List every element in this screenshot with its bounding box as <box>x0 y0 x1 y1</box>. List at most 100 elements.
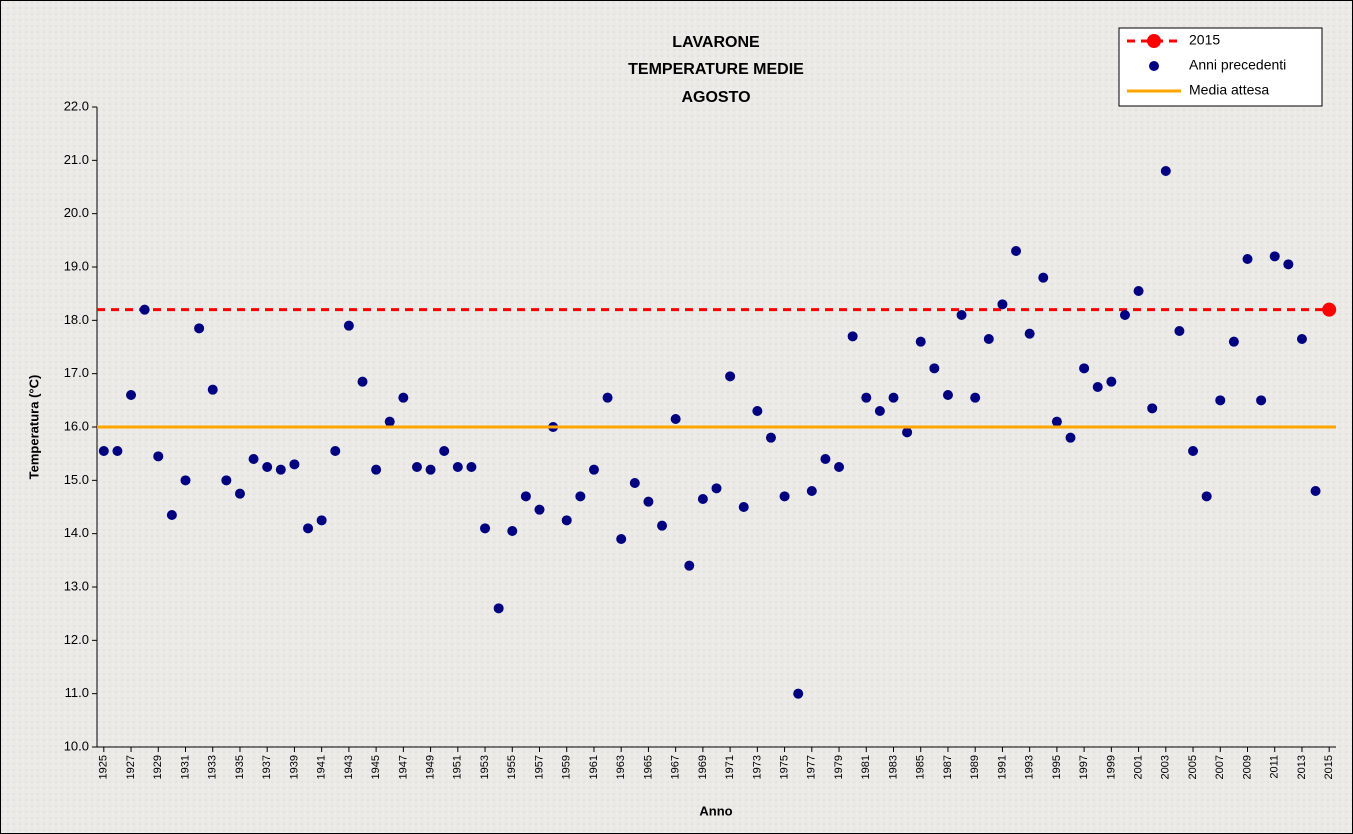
x-tick-label: 1999 <box>1105 755 1117 779</box>
point <box>1296 334 1307 344</box>
point <box>752 406 763 416</box>
point <box>493 603 504 614</box>
x-tick-label: 1939 <box>288 755 300 779</box>
point <box>983 334 994 344</box>
x-tick-label: 1953 <box>479 755 491 779</box>
point <box>793 688 804 699</box>
point <box>997 299 1008 310</box>
point <box>942 390 953 400</box>
y-tick-label: 18.0 <box>64 312 89 327</box>
point <box>725 371 736 382</box>
point <box>275 464 286 475</box>
point <box>834 462 845 472</box>
point <box>1269 251 1280 262</box>
point <box>902 427 913 438</box>
point <box>248 454 259 464</box>
x-tick-label: 1997 <box>1078 755 1090 779</box>
point <box>1215 395 1226 406</box>
point <box>1310 486 1321 496</box>
point <box>112 446 123 456</box>
legend-label: 2015 <box>1189 32 1220 48</box>
point <box>126 390 137 400</box>
point <box>602 392 613 403</box>
point <box>929 363 940 374</box>
point <box>915 336 926 347</box>
x-tick-label: 1935 <box>234 755 246 779</box>
point <box>1283 259 1294 270</box>
legend-label: Anni precedenti <box>1189 57 1286 73</box>
x-tick-label: 1947 <box>397 755 409 779</box>
point <box>1024 328 1035 339</box>
x-tick-label: 1995 <box>1051 755 1063 779</box>
y-tick-label: 14.0 <box>64 525 89 540</box>
point <box>820 454 831 464</box>
x-tick-label: 1993 <box>1024 755 1036 779</box>
y-tick-label: 21.0 <box>64 152 89 167</box>
x-tick-label: 2011 <box>1269 755 1281 779</box>
legend-label: Media attesa <box>1189 82 1269 98</box>
x-tick-label: 1951 <box>452 755 464 779</box>
y-tick-label: 11.0 <box>65 685 89 700</box>
y-axis-label: Temperatura (°C) <box>26 375 41 480</box>
point <box>1147 403 1158 414</box>
y-tick-label: 10.0 <box>64 738 89 753</box>
point <box>629 478 640 488</box>
point <box>1160 166 1171 176</box>
y-tick-label: 16.0 <box>64 418 89 433</box>
chart-title: TEMPERATURE MEDIE <box>628 61 804 78</box>
point <box>398 392 409 403</box>
x-tick-label: 1991 <box>996 755 1008 779</box>
point <box>343 320 354 331</box>
x-tick-label: 1943 <box>343 755 355 779</box>
point <box>303 523 314 534</box>
point <box>357 376 368 387</box>
point <box>139 304 150 315</box>
point <box>970 392 981 403</box>
x-tick-label: 1963 <box>615 755 627 779</box>
point <box>1119 310 1130 320</box>
point <box>289 459 300 470</box>
x-tick-label: 1977 <box>806 755 818 779</box>
point <box>1106 376 1117 387</box>
point <box>520 491 531 502</box>
x-tick-label: 1975 <box>778 755 790 779</box>
x-tick-label: 1961 <box>588 755 600 779</box>
point <box>1174 326 1185 336</box>
point <box>956 310 967 320</box>
legend-swatch <box>1149 61 1159 71</box>
x-tick-label: 1931 <box>179 755 191 779</box>
point <box>1228 336 1239 347</box>
point <box>711 483 722 494</box>
x-tick-label: 1985 <box>915 755 927 779</box>
x-tick-label: 1979 <box>833 755 845 779</box>
x-tick-label: 1945 <box>370 755 382 779</box>
x-tick-label: 1955 <box>506 755 518 779</box>
x-tick-label: 1965 <box>642 755 654 779</box>
x-tick-label: 1927 <box>125 755 137 779</box>
point <box>1242 254 1253 264</box>
point <box>575 491 586 502</box>
x-tick-label: 1929 <box>152 755 164 779</box>
point <box>221 475 232 486</box>
point <box>507 526 518 536</box>
x-tick-label: 2009 <box>1241 755 1253 779</box>
y-tick-label: 17.0 <box>64 365 89 380</box>
point <box>1256 395 1267 406</box>
point <box>643 496 654 507</box>
point <box>657 520 668 531</box>
y-tick-label: 15.0 <box>64 472 89 487</box>
point <box>371 464 382 475</box>
x-tick-label: 1933 <box>207 755 219 779</box>
x-tick-label: 2005 <box>1187 755 1199 779</box>
chart-title: AGOSTO <box>681 89 750 106</box>
point <box>384 416 395 427</box>
point <box>765 432 776 443</box>
x-tick-label: 2001 <box>1132 755 1144 779</box>
point <box>1011 246 1022 256</box>
point <box>1092 382 1103 392</box>
x-tick-label: 2015 <box>1323 755 1335 779</box>
chart-title: LAVARONE <box>672 34 760 51</box>
point <box>207 384 218 395</box>
x-tick-label: 1925 <box>98 755 110 779</box>
point <box>466 462 477 472</box>
